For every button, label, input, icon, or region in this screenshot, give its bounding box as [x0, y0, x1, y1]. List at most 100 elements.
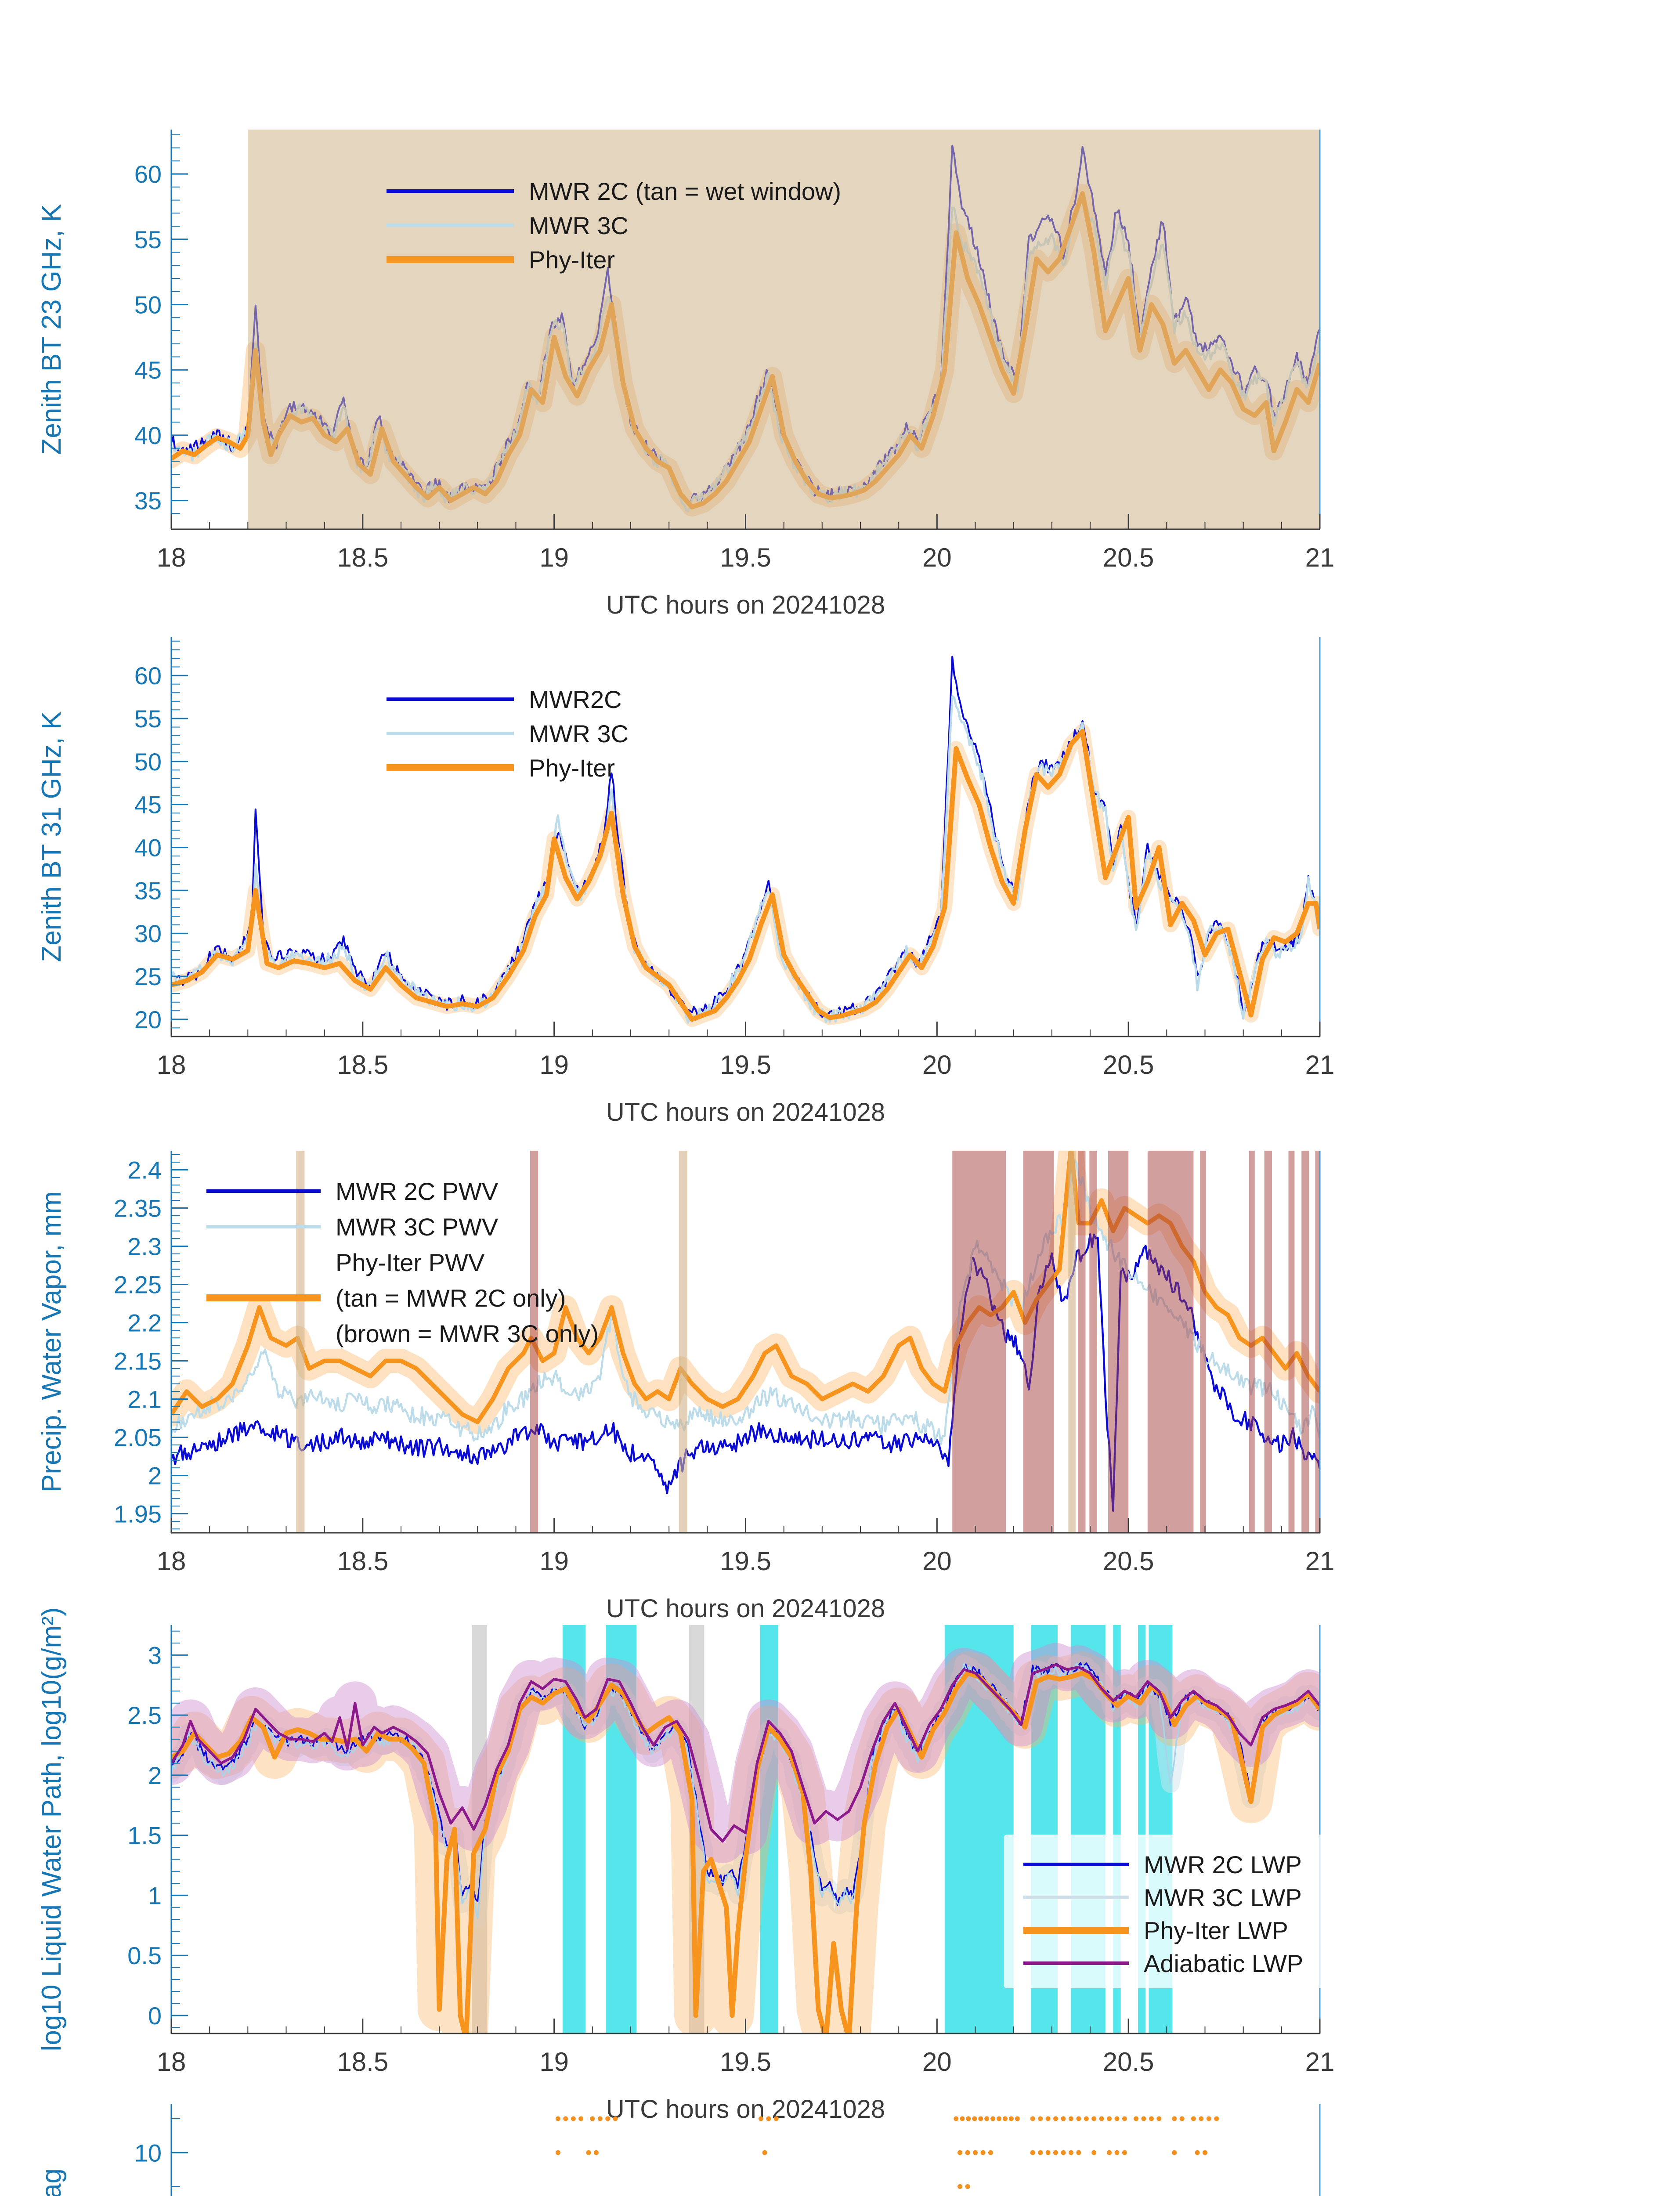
mwr3c-only-brown: [1200, 1151, 1207, 1533]
x-tick-label: 19: [539, 2047, 569, 2077]
x-tick-label: 20.5: [1103, 2047, 1154, 2077]
mwr3c-only-brown: [1108, 1151, 1129, 1533]
legend-background: [1004, 1835, 1329, 1988]
x-tick-label: 19: [539, 1050, 569, 1080]
y-tick-label: 45: [134, 791, 162, 819]
x-tick-label: 20.5: [1103, 1050, 1154, 1080]
x-tick-label: 19.5: [720, 1546, 771, 1576]
legend-label: MWR 2C PWV: [336, 1177, 499, 1205]
panel-dqflag-plot-area: [555, 2116, 1219, 2189]
legend-label: MWR 3C LWP: [1144, 1884, 1302, 1911]
y-axis-label-pwv: Precip. Water Vapor, mm: [36, 1191, 67, 1492]
x-tick-label: 20: [922, 1050, 952, 1080]
x-tick-label: 18: [157, 1546, 186, 1576]
x-tick-label: 21: [1305, 1050, 1335, 1080]
y-tick-label: 60: [134, 662, 162, 690]
x-tick-label: 20.5: [1103, 1546, 1154, 1576]
y-tick-label: 2.35: [114, 1195, 162, 1222]
mwr3c-only-brown: [1264, 1151, 1272, 1533]
y-tick-label: 30: [134, 920, 162, 947]
y-tick-label: 55: [134, 226, 162, 253]
x-axis-label: UTC hours on 20241028: [606, 2095, 885, 2124]
y-tick-label: 2.25: [114, 1271, 162, 1299]
x-tick-label: 19.5: [720, 543, 771, 572]
y-tick-label: 1: [148, 1882, 162, 1909]
x-tick-label: 19.5: [720, 2047, 771, 2077]
legend-label: (tan = MWR 2C only): [336, 1284, 566, 1312]
mwr2c-only-tan: [679, 1151, 687, 1533]
y-tick-label: 0: [148, 2002, 162, 2030]
mwr3c-only-brown: [1089, 1151, 1097, 1533]
y-tick-label: 3: [148, 1641, 162, 1669]
legend-label: MWR 3C PWV: [336, 1213, 499, 1241]
y-tick-label: 40: [134, 834, 162, 862]
x-tick-label: 21: [1305, 2047, 1335, 2077]
y-tick-label: 2: [148, 1762, 162, 1789]
y-tick-label: 50: [134, 291, 162, 319]
legend-label: MWR 3C: [529, 720, 629, 748]
mwr3c-only-brown: [530, 1151, 538, 1533]
x-tick-label: 18.5: [337, 2047, 388, 2077]
y-tick-label: 20: [134, 1006, 162, 1033]
x-tick-label: 18: [157, 2047, 186, 2077]
x-tick-label: 19: [539, 1546, 569, 1576]
y-tick-label: 40: [134, 422, 162, 449]
y-axis-label-dqflag: MWR Phy Iter DQ Flag: [36, 2168, 67, 2196]
legend-label: Phy-Iter: [529, 754, 615, 782]
panel-bt31-axes: 18 18.5 19 19.5 20 20.5 21 20 25 30 35 40 45 50 55 60 Ze…: [36, 637, 1334, 1127]
y-axis-label-bt23: Zenith BT 23 GHz, K: [36, 204, 67, 455]
y-tick-label: 45: [134, 356, 162, 384]
y-tick-label: 2.2: [127, 1309, 162, 1337]
y-tick-label: 35: [134, 877, 162, 904]
panel-lwp-legend: MWR 2C LWP MWR 3C LWP Phy-Iter LWP Adiabati…: [1004, 1835, 1329, 1988]
x-tick-label: 21: [1305, 1546, 1335, 1576]
y-tick-label: 25: [134, 963, 162, 990]
legend-label: MWR 3C: [529, 212, 629, 239]
y-tick-label: 2.3: [127, 1233, 162, 1261]
y-tick-label: 2: [148, 1462, 162, 1490]
panel-pwv-legend: MWR 2C PWV MWR 3C PWV Phy-Iter PWV (tan = M…: [206, 1177, 599, 1347]
dq-flag-dots-value-10: [555, 2150, 1207, 2155]
legend-label: Phy-Iter PWV: [336, 1249, 485, 1276]
x-tick-label: 18: [157, 543, 186, 572]
legend-label: MWR2C: [529, 686, 622, 713]
panel-lwp-plot-area: [171, 1625, 1320, 2033]
x-axis-label: UTC hours on 20241028: [606, 1098, 885, 1127]
legend-label: Phy-Iter: [529, 246, 615, 274]
y-tick-label: 10: [134, 2139, 162, 2167]
y-tick-label: 60: [134, 160, 162, 188]
mwr3c-only-brown: [952, 1151, 1006, 1533]
panel-bt23-legend: MWR 2C (tan = wet window) MWR 3C Phy-Iter: [387, 177, 841, 274]
x-tick-label: 18: [157, 1050, 186, 1080]
panel-bt31-plot-area: [171, 655, 1320, 1027]
panel-lwp-axes: 18 18.5 19 19.5 20 20.5 21 0 0.5 1 1.5 2 2.5 3 log10 L…: [36, 1607, 1334, 2124]
mwr3c-only-brown: [1249, 1151, 1255, 1533]
phy-iter-bt31-line: [171, 729, 1320, 1022]
mwr3c-only-brown: [1023, 1151, 1054, 1533]
x-tick-label: 18.5: [337, 1546, 388, 1576]
x-tick-label: 18.5: [337, 543, 388, 572]
y-tick-label: 1.5: [127, 1822, 162, 1849]
y-tick-label: 1.95: [114, 1500, 162, 1528]
y-tick-label: 2.05: [114, 1424, 162, 1452]
x-axis-label: UTC hours on 20241028: [606, 591, 885, 619]
legend-label: MWR 2C (tan = wet window): [529, 177, 841, 205]
cyan-band: [760, 1625, 778, 2033]
y-tick-label: 0.5: [127, 1942, 162, 1969]
legend-label: Phy-Iter LWP: [1144, 1917, 1288, 1944]
mwr3c-only-brown: [1147, 1151, 1194, 1533]
dq-flag-dots-value-11: [555, 2116, 1219, 2121]
legend-label: MWR 2C LWP: [1144, 1851, 1302, 1878]
panel-bt23-plot-area: [171, 130, 1320, 529]
adiabatic-lwp-line: [171, 1663, 1320, 1843]
mwr3c-only-brown: [1301, 1151, 1309, 1533]
y-axis-label-lwp: log10 Liquid Water Path, log10(g/m²): [36, 1607, 67, 2052]
legend-label: (brown = MWR 3C only): [336, 1320, 599, 1347]
x-axis-label: UTC hours on 20241028: [606, 1594, 885, 1623]
panel-pwv-axes: 18 18.5 19 19.5 20 20.5 21 1.95 2 2.05 2.1 2.15 2.2 2…: [36, 1151, 1334, 1623]
x-tick-label: 21: [1305, 543, 1335, 572]
y-tick-label: 35: [134, 487, 162, 515]
